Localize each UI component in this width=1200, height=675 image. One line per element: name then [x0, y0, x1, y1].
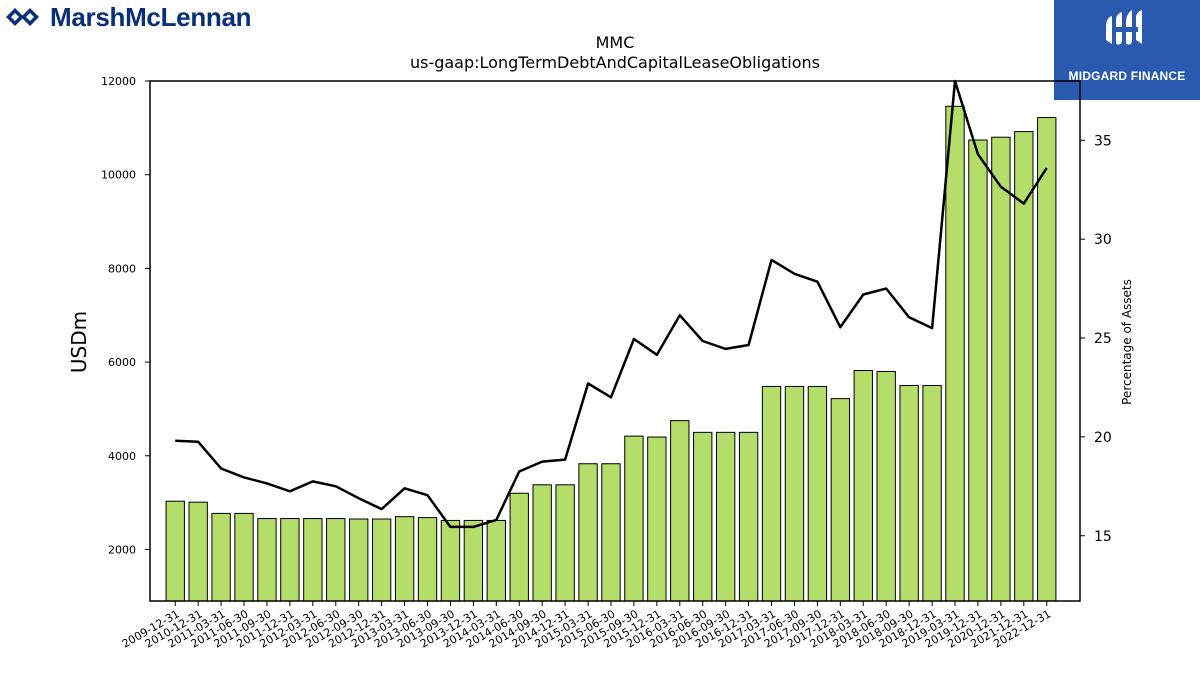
y2-tick-label: 15 [1094, 529, 1112, 545]
bar [486, 519, 506, 602]
bar [601, 463, 621, 602]
bar [715, 431, 736, 602]
y2-tick-label: 25 [1094, 331, 1112, 347]
bar [303, 518, 323, 602]
bar [440, 519, 461, 602]
midgard-finance-logo-mark-icon [1106, 10, 1142, 45]
bar [188, 501, 208, 602]
marsh-mclennan-logo-mark-icon [6, 8, 39, 26]
y-tick-label: 10000 [101, 169, 136, 182]
bar [578, 463, 598, 602]
bar [624, 435, 644, 602]
bar [830, 398, 851, 602]
bar [234, 512, 254, 602]
x-axis-ticks: 2009-12-312010-12-312011-03-312011-06-30… [120, 601, 1053, 651]
bar [807, 385, 828, 602]
bar [371, 518, 392, 602]
bar [647, 436, 667, 602]
chart-title: MMC [596, 33, 635, 52]
bar [509, 492, 529, 602]
bar [349, 518, 369, 602]
y2-tick-label: 30 [1094, 232, 1112, 248]
bar [463, 519, 484, 602]
y-axis-label: USDm [67, 311, 91, 373]
y-tick-label: 12000 [101, 75, 136, 88]
y-tick-label: 2000 [108, 543, 136, 556]
bar [853, 370, 873, 602]
y-tick-label: 4000 [108, 450, 136, 463]
bar [784, 385, 805, 602]
bar [165, 500, 185, 602]
bar [555, 484, 575, 602]
bar [968, 139, 988, 602]
bar [876, 370, 896, 602]
bar [394, 516, 415, 602]
bar [417, 517, 438, 602]
bar [532, 484, 552, 602]
y-tick-label: 6000 [108, 356, 136, 369]
y2-axis-ticks: 15 20 25 30 35 [1080, 133, 1112, 545]
bar [922, 385, 942, 602]
midgard-finance-wordmark: MIDGARD FINANCE [1068, 69, 1186, 83]
bar [670, 420, 690, 602]
y2-tick-label: 35 [1094, 133, 1112, 149]
bar [257, 518, 277, 602]
marsh-mclennan-logo: MarshMcLennan [4, 1, 252, 32]
y-tick-label: 8000 [108, 262, 136, 275]
midgard-finance-logo: MIDGARD FINANCE [1054, 0, 1200, 100]
y2-tick-label: 20 [1094, 430, 1112, 446]
bar [693, 431, 713, 602]
bar [326, 518, 346, 602]
bar [280, 518, 300, 602]
percentage-line [175, 79, 1048, 529]
plot-frame [149, 80, 1081, 602]
bar [211, 512, 231, 602]
bar-series [165, 105, 1057, 602]
line-series [175, 79, 1048, 529]
bar [991, 136, 1011, 602]
chart-subtitle: us-gaap:LongTermDebtAndCapitalLeaseOblig… [410, 53, 820, 72]
y-axis-ticks: 2000 4000 6000 8000 10000 12000 [101, 75, 150, 556]
bar [945, 105, 965, 602]
bar [738, 431, 759, 602]
bar [1037, 117, 1057, 602]
bar [761, 385, 782, 602]
marsh-mclennan-wordmark: MarshMcLennan [50, 1, 252, 32]
y2-axis-label: Percentage of Assets [1120, 279, 1134, 405]
bar [899, 385, 919, 602]
